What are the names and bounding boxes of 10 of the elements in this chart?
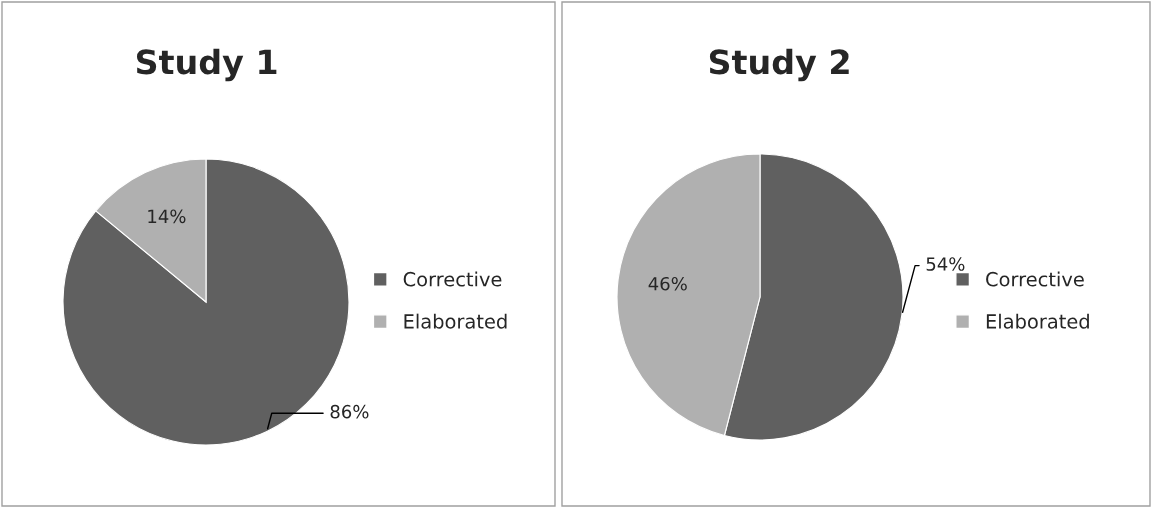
chart-title: Study 2	[709, 48, 849, 82]
legend-label: Corrective	[986, 271, 1084, 287]
legend-label: Corrective	[403, 271, 502, 287]
legend-label: Elaborated	[404, 313, 507, 329]
data-label: 86%	[330, 404, 369, 419]
data-label: 54%	[926, 257, 965, 271]
legend-label: Elaborated	[986, 313, 1089, 329]
chart-title: Study 1	[136, 48, 277, 82]
data-label: 14%	[148, 209, 186, 224]
data-label: 46%	[648, 276, 687, 291]
